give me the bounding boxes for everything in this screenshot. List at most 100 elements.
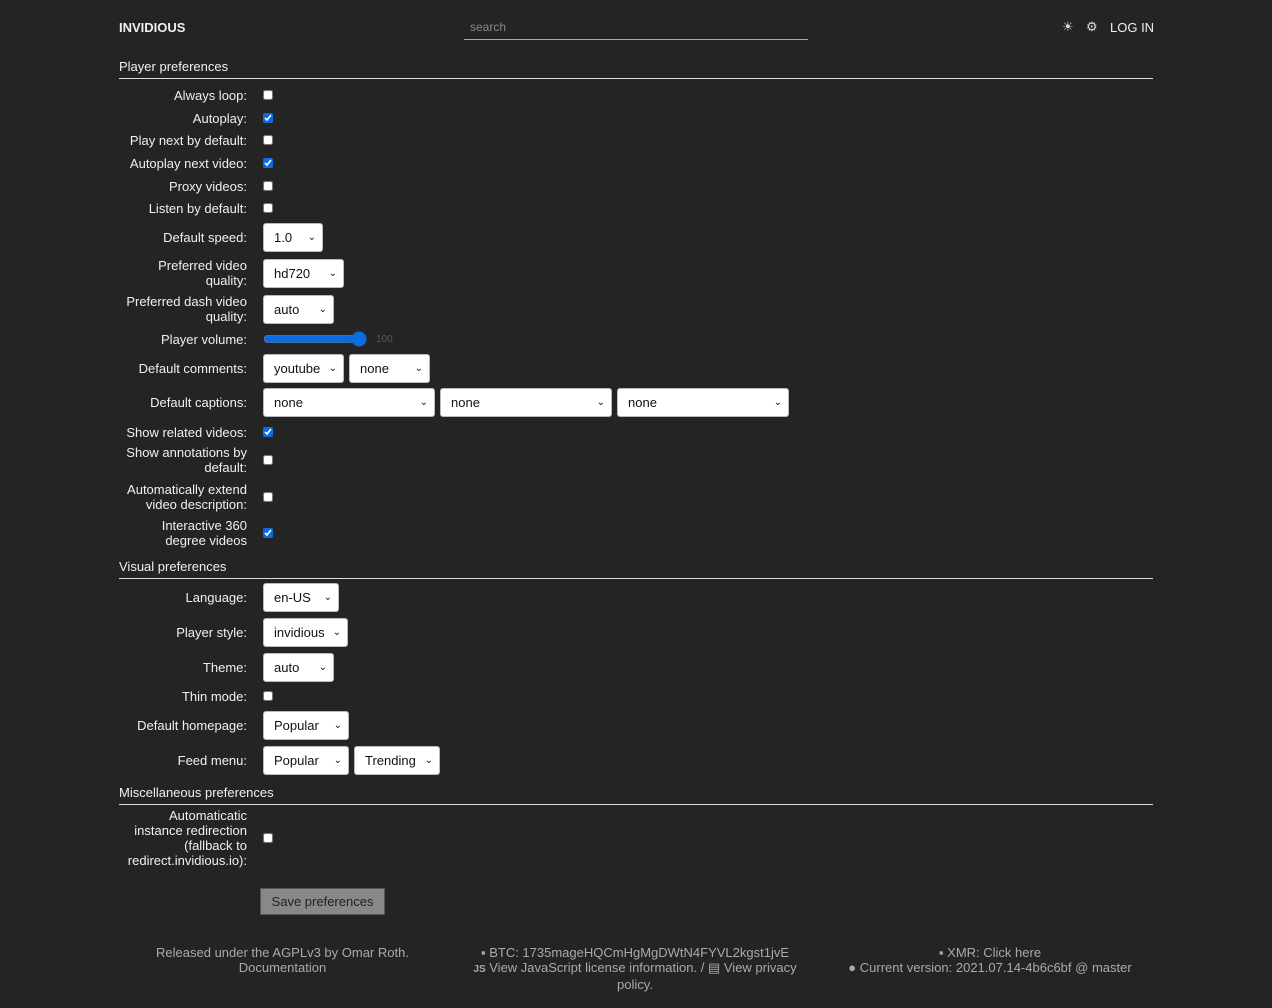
sun-icon[interactable]: ☀ (1062, 19, 1074, 34)
preference-control (263, 181, 273, 191)
select-value: auto (274, 301, 300, 317)
preference-label: Listen by default: (148, 200, 247, 216)
preference-label: Default speed: (163, 229, 247, 245)
chevron-down-icon: ⌄ (323, 591, 332, 603)
preference-label: Theme: (202, 659, 247, 675)
footer-center: ▪ BTC: 1735mageHQCmHgMgDWtN4FYVL2kgst1jv… (470, 945, 800, 992)
chevron-down-icon: ⌄ (419, 396, 428, 408)
preference-control: en-US ⌄ (263, 582, 339, 612)
preference-select[interactable]: youtube ⌄ (263, 353, 344, 383)
save-preferences-button[interactable]: Save preferences (260, 888, 385, 915)
preference-label: Preferred dash video quality: (126, 294, 247, 324)
search-input[interactable] (464, 14, 808, 40)
preference-select[interactable]: none ⌄ (440, 387, 612, 417)
preference-label: Default homepage: (137, 717, 247, 733)
preference-label: Show annotations by default: (126, 445, 247, 475)
preference-label: Thin mode: (181, 688, 247, 704)
preference-select[interactable]: Popular ⌄ (263, 710, 349, 740)
preference-select[interactable]: Trending ⌄ (354, 745, 440, 775)
preference-control (263, 90, 273, 100)
preference-checkbox[interactable] (263, 203, 273, 213)
preference-select[interactable]: 1.0 ⌄ (263, 222, 323, 252)
footer-left: Released under the AGPLv3 by Omar Roth. … (150, 945, 415, 975)
preference-select[interactable]: en-US ⌄ (263, 582, 339, 612)
gear-icon[interactable]: ⚙ (1086, 19, 1098, 34)
preference-checkbox[interactable] (263, 528, 273, 538)
chevron-down-icon: ⌄ (424, 754, 433, 766)
preference-label: Player style: (176, 624, 247, 640)
preference-checkbox[interactable] (263, 135, 273, 145)
preference-select[interactable]: invidious ⌄ (263, 617, 348, 647)
select-value: none (360, 360, 389, 376)
preference-label: Autoplay next video: (129, 155, 247, 171)
preference-label: Automaticatic instance redirection (fall… (127, 808, 247, 868)
preference-checkbox[interactable] (263, 427, 273, 437)
document-icon: ▤ (707, 960, 721, 975)
preference-control: none ⌄ none ⌄ none ⌄ (263, 387, 789, 417)
preference-checkbox[interactable] (263, 158, 273, 168)
select-value: youtube (274, 360, 321, 376)
select-value: none (628, 394, 657, 410)
select-value: Popular (274, 717, 319, 733)
preference-checkbox[interactable] (263, 113, 273, 123)
preference-select[interactable]: Popular ⌄ (263, 745, 349, 775)
preference-control: auto ⌄ (263, 652, 334, 682)
preference-select[interactable]: hd720 ⌄ (263, 258, 344, 288)
preference-control: youtube ⌄ none ⌄ (263, 353, 430, 383)
preference-select[interactable]: auto ⌄ (263, 652, 334, 682)
preference-control (263, 833, 273, 843)
select-value: hd720 (274, 265, 311, 281)
preference-label: Show related videos: (126, 424, 247, 440)
preference-checkbox[interactable] (263, 455, 273, 465)
volume-value: 100 (376, 333, 393, 345)
preference-control: 100 (263, 331, 393, 347)
preference-checkbox[interactable] (263, 181, 273, 191)
preference-label: Always loop: (174, 87, 247, 103)
volume-slider[interactable] (263, 331, 367, 347)
js-license-link[interactable]: View JavaScript license information. (489, 960, 698, 975)
preference-label: Feed menu: (177, 752, 247, 768)
chevron-down-icon: ⌄ (773, 396, 782, 408)
section-heading: Miscellaneous preferences (119, 785, 1153, 805)
documentation-link[interactable]: Documentation (238, 960, 327, 975)
preference-label: Automatically extend video description: (127, 482, 247, 512)
select-value: en-US (274, 589, 311, 605)
preference-label: Interactive 360 degree videos (161, 518, 247, 548)
preference-control: invidious ⌄ (263, 617, 348, 647)
brand-logo[interactable]: INVIDIOUS (119, 20, 186, 35)
select-value: none (451, 394, 480, 410)
preference-label: Autoplay: (192, 110, 247, 126)
chevron-down-icon: ⌄ (328, 362, 337, 374)
preference-label: Default comments: (138, 360, 247, 376)
preference-checkbox[interactable] (263, 691, 273, 701)
chevron-down-icon: ⌄ (318, 303, 327, 315)
wallet-icon: ▪ (480, 945, 486, 960)
preference-checkbox[interactable] (263, 90, 273, 100)
preference-control: auto ⌄ (263, 294, 334, 324)
preference-label: Preferred video quality: (158, 258, 247, 288)
preference-control (263, 113, 273, 123)
preference-label: Default captions: (150, 394, 247, 410)
preference-select[interactable]: none ⌄ (349, 353, 430, 383)
preference-checkbox[interactable] (263, 492, 273, 502)
preference-select[interactable]: auto ⌄ (263, 294, 334, 324)
xmr-link[interactable]: XMR: Click here (947, 945, 1042, 960)
chevron-down-icon: ⌄ (333, 754, 342, 766)
login-link[interactable]: LOG IN (1110, 20, 1155, 35)
wallet-icon: ▪ (938, 945, 944, 960)
preference-control (263, 203, 273, 213)
chevron-down-icon: ⌄ (596, 396, 605, 408)
preference-checkbox[interactable] (263, 833, 273, 843)
select-value: auto (274, 659, 300, 675)
preference-control (263, 492, 273, 502)
privacy-policy-link[interactable]: View privacy policy. (617, 960, 797, 992)
preference-control (263, 158, 273, 168)
license-text: Released under the AGPLv3 by Omar Roth. (156, 945, 409, 960)
preference-select[interactable]: none ⌄ (617, 387, 789, 417)
preference-select[interactable]: none ⌄ (263, 387, 435, 417)
preference-control: 1.0 ⌄ (263, 222, 323, 252)
preference-control (263, 455, 273, 465)
chevron-down-icon: ⌄ (307, 231, 316, 243)
github-icon: ● (848, 960, 857, 975)
section-heading: Visual preferences (119, 559, 1153, 579)
